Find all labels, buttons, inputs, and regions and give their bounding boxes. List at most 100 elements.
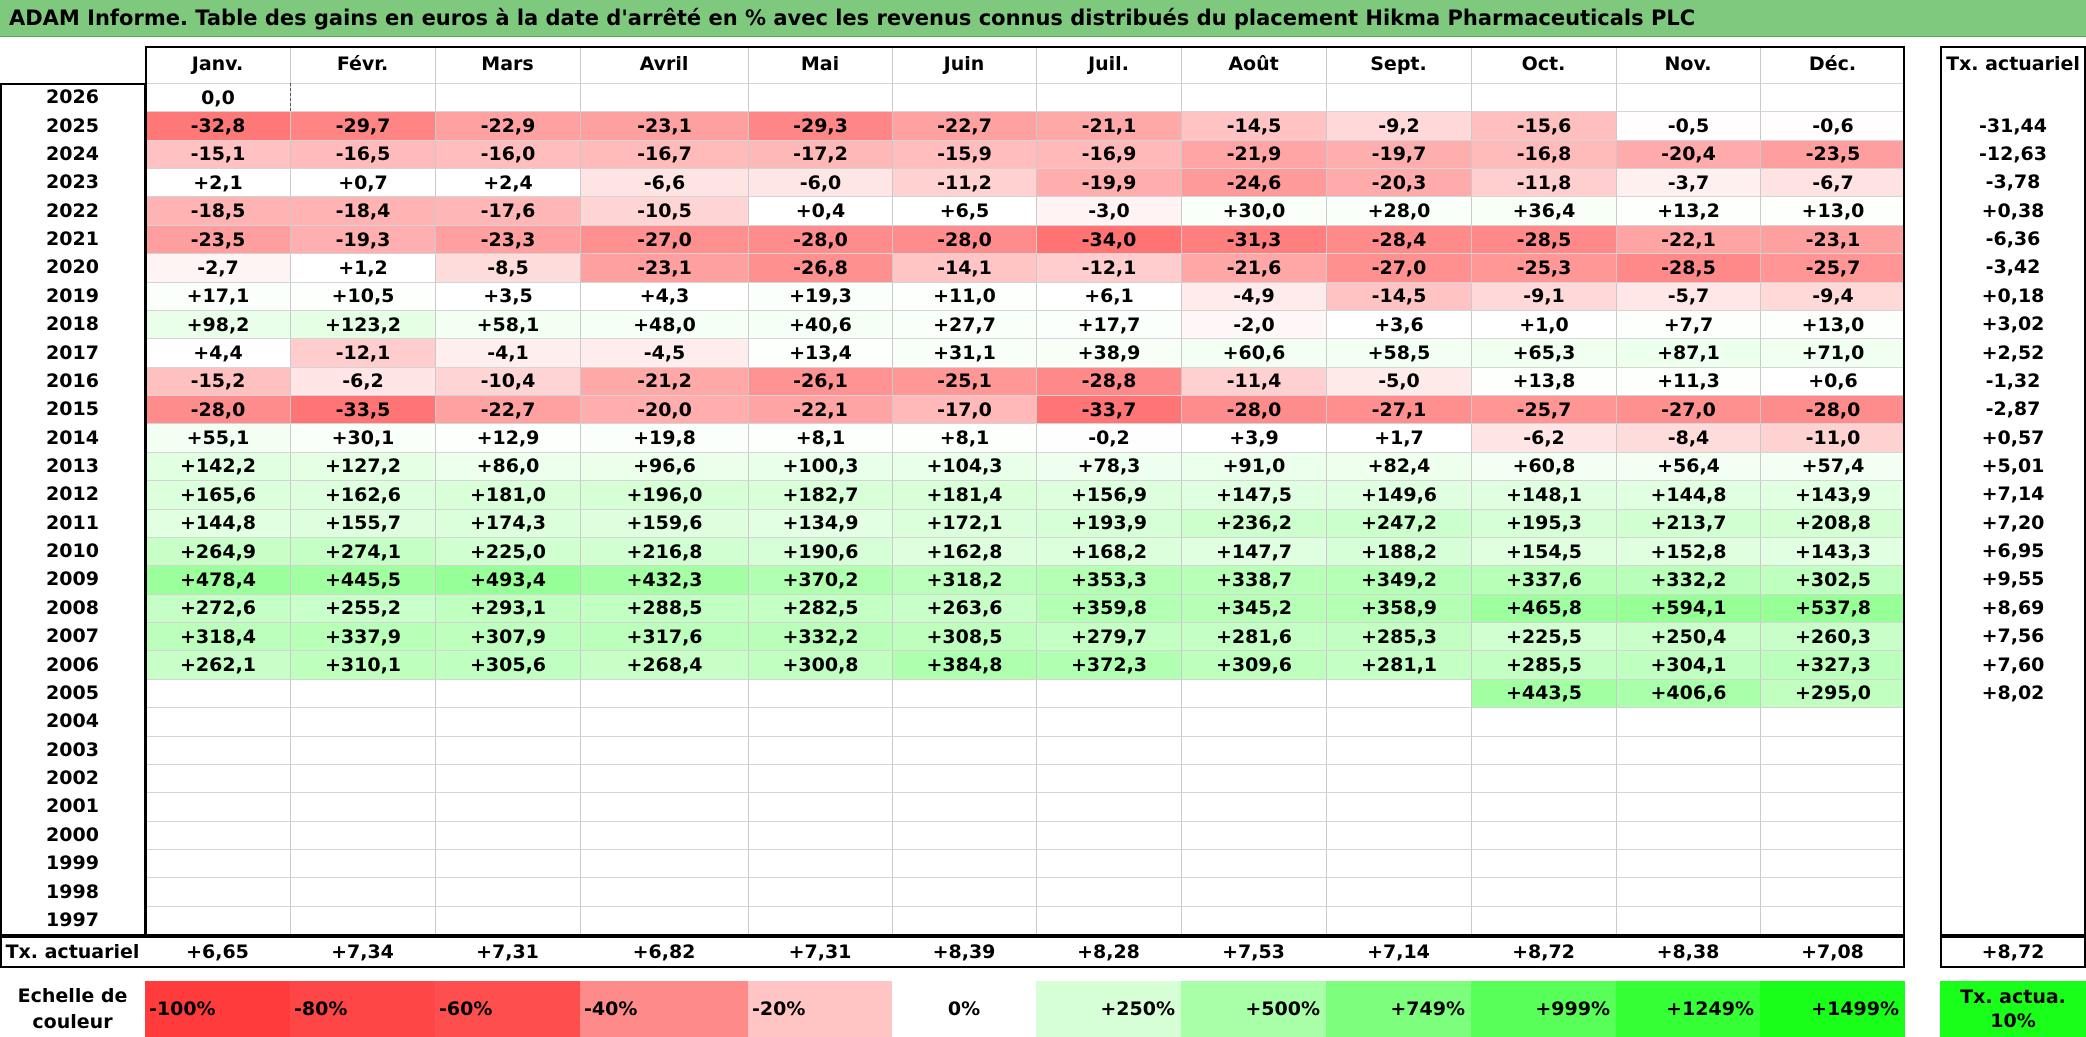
- table-cell: +307,9: [436, 623, 580, 651]
- table-cell: -6,6: [581, 169, 748, 197]
- table-cell: [1327, 850, 1471, 877]
- footer-cell: +8,39: [932, 941, 996, 963]
- table-cell: +162,6: [291, 481, 435, 509]
- table-cell: -27,0: [1617, 396, 1760, 424]
- grid-hline: [145, 848, 1905, 850]
- column-header: Déc.: [1808, 53, 1857, 75]
- annual-rate-cell: +7,56: [1981, 625, 2045, 648]
- column-header: Juin: [943, 53, 985, 75]
- table-cell: +216,8: [581, 537, 748, 566]
- table-cell: -4,5: [581, 339, 748, 367]
- table-cell: [146, 822, 290, 849]
- table-cell: -22,9: [436, 112, 580, 140]
- table-cell: [581, 907, 748, 934]
- table-cell: -16,0: [436, 140, 580, 169]
- table-cell: +17,1: [146, 282, 290, 310]
- table-cell: +1,7: [1327, 424, 1471, 452]
- table-cell: +309,6: [1182, 651, 1326, 679]
- year-label: 2003: [46, 738, 99, 761]
- table-cell: [1037, 680, 1181, 707]
- table-cell: [1617, 907, 1760, 934]
- table-cell: [1182, 793, 1326, 820]
- grid-vline: [1616, 46, 1617, 936]
- table-cell: -15,1: [146, 140, 290, 169]
- table-cell: -28,0: [749, 225, 892, 254]
- table-cell: +0,6: [1761, 367, 1905, 396]
- table-cell: +174,3: [436, 509, 580, 537]
- table-cell: -18,5: [146, 197, 290, 225]
- table-cell: -16,8: [1472, 140, 1616, 169]
- table-cell: +19,8: [581, 424, 748, 452]
- column-header: Avril: [639, 53, 689, 75]
- table-cell: +255,2: [291, 594, 435, 623]
- grid-hline: [145, 820, 1905, 822]
- table-cell: -12,1: [1037, 254, 1181, 282]
- table-cell: +2,4: [436, 169, 580, 197]
- grid-hline: [145, 168, 1905, 170]
- year-label: 2020: [46, 256, 99, 279]
- table-cell: +208,8: [1761, 509, 1905, 537]
- year-label: 2025: [46, 114, 99, 137]
- table-cell: [893, 793, 1036, 820]
- color-scale-swatch: -80%: [290, 981, 435, 1037]
- annual-rate-cell: -1,32: [1985, 369, 2041, 392]
- grid-hline: [145, 480, 1905, 482]
- table-cell: +57,4: [1761, 452, 1905, 481]
- table-cell: +443,5: [1472, 679, 1616, 708]
- table-cell: +272,6: [146, 594, 290, 623]
- year-label: 2018: [46, 313, 99, 336]
- table-cell: +78,3: [1037, 452, 1181, 481]
- table-cell: +172,1: [893, 509, 1036, 537]
- table-cell: +36,4: [1472, 197, 1616, 225]
- year-label: 2024: [46, 142, 99, 165]
- annual-rate-cell: +0,18: [1981, 284, 2045, 307]
- table-cell: [436, 84, 580, 111]
- year-label: 1999: [46, 852, 99, 875]
- table-cell: +384,8: [893, 651, 1036, 679]
- grid-hline: [145, 593, 1905, 595]
- table-cell: [1327, 907, 1471, 934]
- table-cell: +1,0: [1472, 310, 1616, 339]
- table-cell: [1472, 765, 1616, 792]
- grid-hline: [145, 139, 1905, 141]
- table-cell: [291, 822, 435, 849]
- table-cell: +30,0: [1182, 197, 1326, 225]
- table-cell: +337,9: [291, 623, 435, 651]
- annual-rate-cell: -3,42: [1985, 256, 2041, 279]
- table-cell: -15,6: [1472, 112, 1616, 140]
- table-cell: -24,6: [1182, 169, 1326, 197]
- table-cell: [1617, 822, 1760, 849]
- table-cell: [1761, 822, 1905, 849]
- grid-vline: [580, 46, 581, 936]
- table-cell: -5,0: [1327, 367, 1471, 396]
- column-header: Mai: [800, 53, 840, 75]
- table-cell: [1761, 850, 1905, 877]
- table-cell: [291, 737, 435, 764]
- grid-hline: [145, 83, 1905, 84]
- footer-cell: +8,28: [1077, 941, 1140, 963]
- table-cell: +370,2: [749, 566, 892, 594]
- table-cell: +152,8: [1617, 537, 1760, 566]
- table-cell: -6,7: [1761, 169, 1905, 197]
- table-cell: -12,1: [291, 339, 435, 367]
- year-label: 2019: [46, 284, 99, 307]
- color-scale-swatch: -20%: [748, 981, 892, 1037]
- table-cell: [893, 850, 1036, 877]
- table-cell: +8,1: [893, 424, 1036, 452]
- year-label: 2001: [46, 795, 99, 818]
- table-cell: [146, 878, 290, 905]
- table-cell: +268,4: [581, 651, 748, 679]
- table-cell: +247,2: [1327, 509, 1471, 537]
- table-cell: +165,6: [146, 481, 290, 509]
- annual-rate-cell: +6,95: [1981, 540, 2045, 563]
- table-cell: [1327, 793, 1471, 820]
- grid-hline: [145, 650, 1905, 652]
- table-cell: [1037, 907, 1181, 934]
- table-cell: -27,1: [1327, 396, 1471, 424]
- table-cell: -19,9: [1037, 169, 1181, 197]
- table-cell: +31,1: [893, 339, 1036, 367]
- table-cell: [1037, 737, 1181, 764]
- table-cell: +7,7: [1617, 310, 1760, 339]
- table-cell: +127,2: [291, 452, 435, 481]
- grid-hline: [145, 763, 1905, 765]
